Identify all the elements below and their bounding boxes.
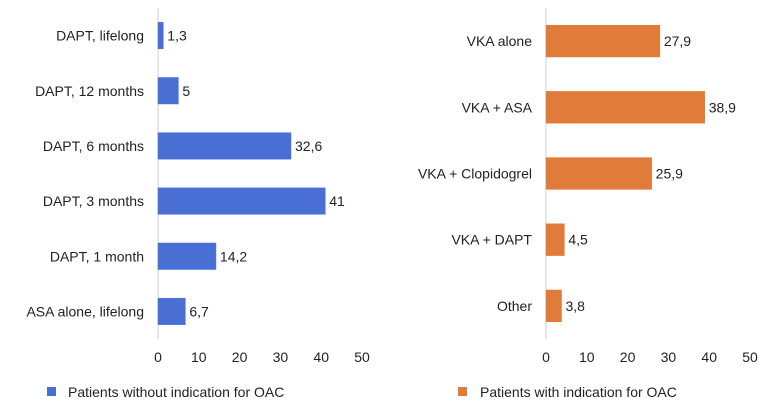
category-label: ASA alone, lifelong: [26, 303, 144, 319]
bar-dapt-1-month: [157, 242, 217, 270]
x-tick-label: 20: [232, 349, 248, 365]
category-label: VKA + DAPT: [451, 232, 532, 248]
category-label: DAPT, 1 month: [50, 248, 144, 264]
legend-label: Patients with indication for OAC: [480, 384, 677, 400]
bar-vka-alone: [545, 24, 661, 58]
chart-oac: VKA alone 27,9 VKA + ASA 38,9 VKA + Clopidog…: [418, 8, 758, 400]
data-label: 38,9: [709, 99, 736, 115]
bar-dapt-6-months: [157, 132, 292, 160]
legend-swatch: [458, 387, 467, 396]
bar-other: [545, 289, 562, 323]
bar-vka-clopidogrel: [545, 157, 652, 190]
x-tick-label: 30: [661, 349, 677, 365]
x-tick-label: 10: [579, 349, 595, 365]
category-label: DAPT, 6 months: [43, 138, 144, 154]
x-tick-label: 20: [620, 349, 636, 365]
x-tick-label: 10: [191, 349, 207, 365]
category-label: DAPT, 12 months: [35, 83, 144, 99]
x-tick-label: 40: [313, 349, 329, 365]
data-label: 5: [182, 83, 190, 99]
data-label: 41: [329, 193, 345, 209]
legend-label: Patients without indication for OAC: [68, 384, 284, 400]
bar-dapt-3-months: [157, 187, 326, 215]
chart-no-oac: DAPT, lifelong 1,3 DAPT, 12 months 5 DAPT, 6…: [26, 8, 370, 400]
bar-dapt-lifelong: [157, 22, 164, 50]
x-tick-label: 0: [154, 349, 162, 365]
x-tick-label: 50: [354, 349, 370, 365]
x-tick-label: 30: [273, 349, 289, 365]
data-label: 4,5: [568, 232, 588, 248]
bar-vka-dapt: [545, 223, 565, 256]
category-label: Other: [497, 298, 532, 314]
data-label: 27,9: [664, 33, 691, 49]
data-label: 3,8: [566, 298, 586, 314]
bar-vka-asa: [545, 91, 705, 124]
x-tick-label: 40: [701, 349, 717, 365]
category-label: VKA alone: [467, 33, 533, 49]
x-tick-label: 0: [542, 349, 550, 365]
bar-dapt-12-months: [157, 77, 179, 105]
data-label: 6,7: [189, 303, 209, 319]
data-label: 25,9: [656, 166, 683, 182]
data-label: 14,2: [220, 248, 247, 264]
x-tick-label: 50: [742, 349, 758, 365]
bar-asa-alone-lifelong: [157, 297, 186, 325]
category-label: VKA + ASA: [462, 99, 533, 115]
category-label: DAPT, lifelong: [56, 28, 144, 44]
data-label: 32,6: [295, 138, 322, 154]
category-label: DAPT, 3 months: [43, 193, 144, 209]
data-label: 1,3: [167, 28, 187, 44]
legend-swatch: [47, 387, 56, 396]
category-label: VKA + Clopidogrel: [418, 166, 532, 182]
